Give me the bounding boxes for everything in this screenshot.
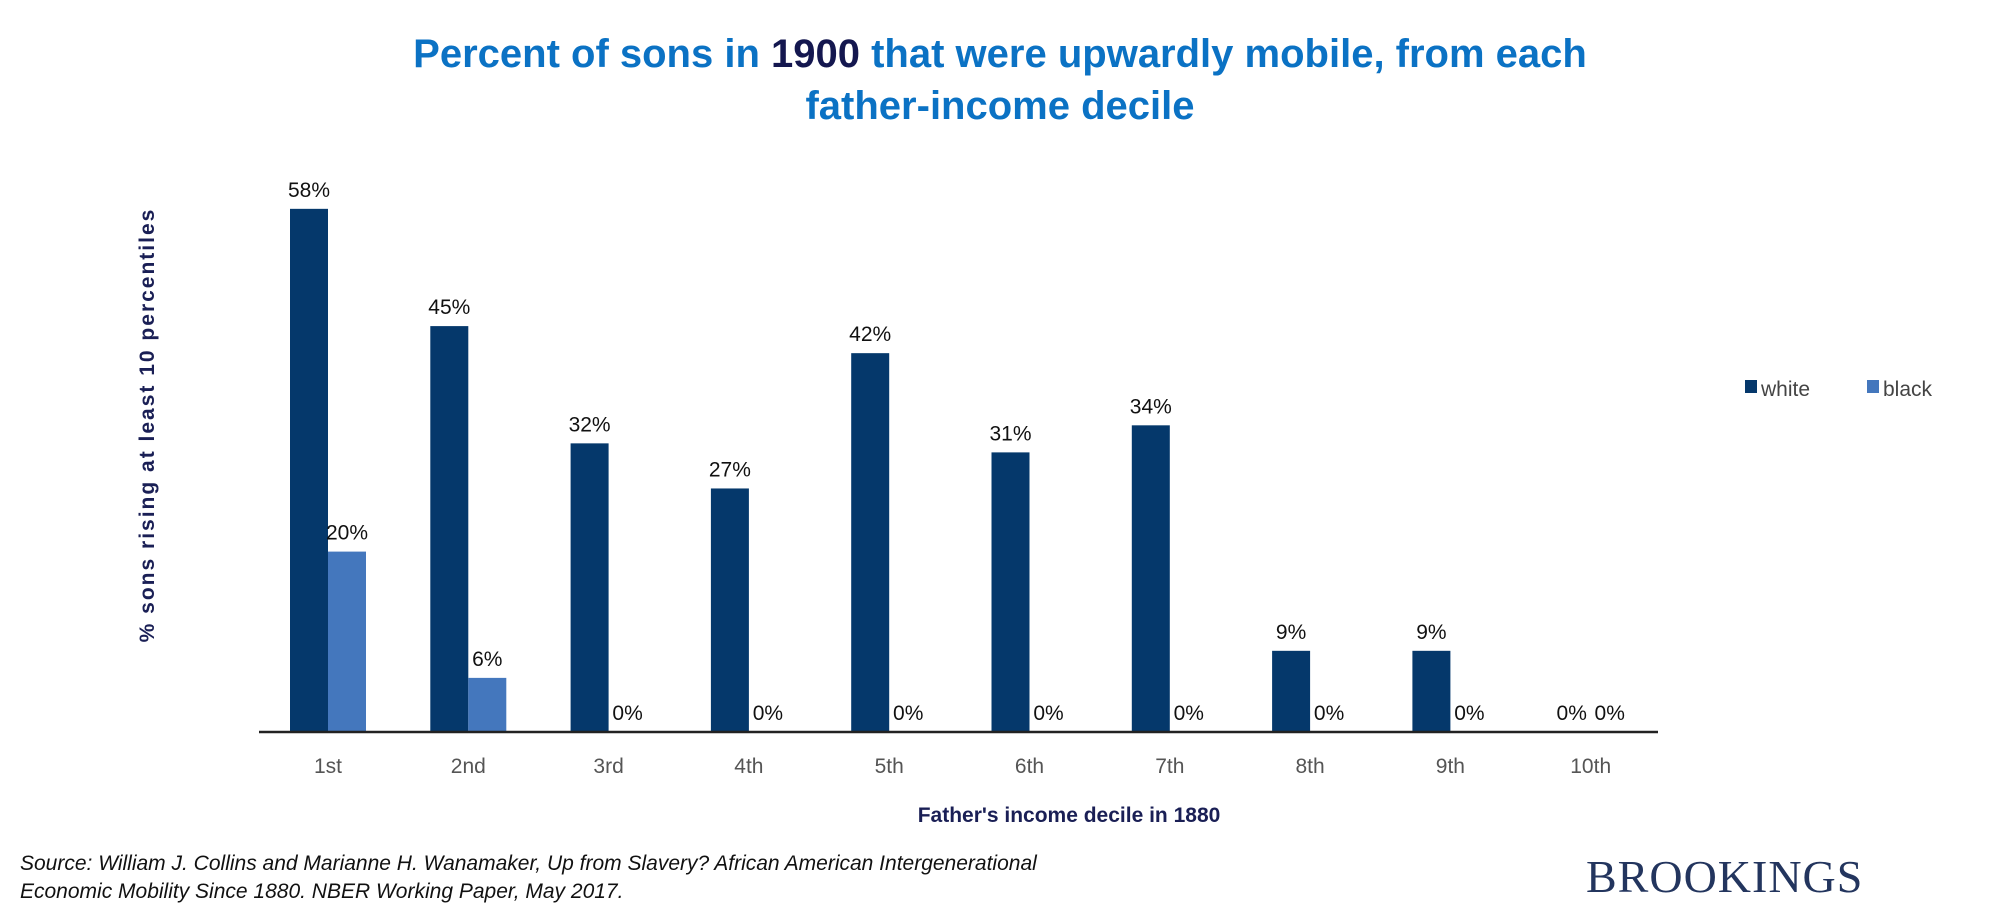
title-year: 1900 xyxy=(771,32,860,76)
bar-white xyxy=(851,353,890,732)
data-label-black: 0% xyxy=(1314,702,1344,725)
data-label-black: 0% xyxy=(1174,702,1204,725)
x-tick-label: 4th xyxy=(734,755,763,778)
x-tick-label: 6th xyxy=(1015,755,1044,778)
data-label-black: 20% xyxy=(326,522,368,545)
x-axis-title: Father's income decile in 1880 xyxy=(918,804,1221,827)
legend-swatch-white xyxy=(1745,380,1757,393)
title-text: that were upwardly mobile, from each xyxy=(860,32,1587,76)
chart-title: Percent of sons in 1900 that were upward… xyxy=(0,28,2000,132)
source-line: Economic Mobility Since 1880. NBER Worki… xyxy=(20,880,624,903)
x-tick-label: 1st xyxy=(314,755,342,778)
data-label-white: 0% xyxy=(1557,702,1587,725)
bar-black xyxy=(328,551,366,732)
legend-swatch-black xyxy=(1867,380,1879,393)
data-label-white: 42% xyxy=(849,323,891,346)
title-text: Percent of sons in xyxy=(413,32,772,76)
source-line: Source: William J. Collins and Marianne … xyxy=(20,852,1037,875)
data-label-black: 6% xyxy=(472,648,502,671)
x-tick-label: 3rd xyxy=(593,755,623,778)
data-label-white: 34% xyxy=(1130,395,1172,418)
bar-white xyxy=(570,443,609,732)
x-tick-label: 2nd xyxy=(451,755,486,778)
bar-black xyxy=(468,677,507,732)
bar-white xyxy=(1412,650,1451,732)
x-tick-label: 10th xyxy=(1570,755,1611,778)
legend-label-black: black xyxy=(1883,378,1933,401)
x-tick-label: 7th xyxy=(1155,755,1184,778)
data-label-black: 0% xyxy=(1595,702,1625,725)
bar-white xyxy=(1272,650,1311,732)
data-label-black: 0% xyxy=(1454,702,1484,725)
bar-white xyxy=(1131,425,1170,732)
bar-white xyxy=(710,488,749,732)
data-label-black: 0% xyxy=(893,702,923,725)
data-label-white: 31% xyxy=(989,422,1031,445)
data-label-black: 0% xyxy=(612,702,642,725)
y-axis-title: % sons rising at least 10 percentiles xyxy=(136,208,159,643)
data-label-white: 45% xyxy=(428,296,470,319)
title-text-line2: father-income decile xyxy=(805,84,1195,128)
x-tick-label: 9th xyxy=(1436,755,1465,778)
x-tick-label: 5th xyxy=(875,755,904,778)
x-tick-label: 8th xyxy=(1295,755,1324,778)
brookings-logo: BROOKINGS xyxy=(1586,851,1864,902)
bar-white xyxy=(430,326,469,732)
data-label-white: 9% xyxy=(1276,621,1306,644)
data-label-black: 0% xyxy=(1033,702,1063,725)
bar-white xyxy=(991,452,1030,732)
legend-label-white: white xyxy=(1760,378,1810,401)
data-label-white: 9% xyxy=(1416,621,1446,644)
data-label-white: 32% xyxy=(569,413,611,436)
data-label-white: 58% xyxy=(288,179,330,202)
bar-white xyxy=(290,208,328,733)
source-note: Source: William J. Collins and Marianne … xyxy=(20,850,1037,906)
data-label-black: 0% xyxy=(753,702,783,725)
data-label-white: 27% xyxy=(709,458,751,481)
